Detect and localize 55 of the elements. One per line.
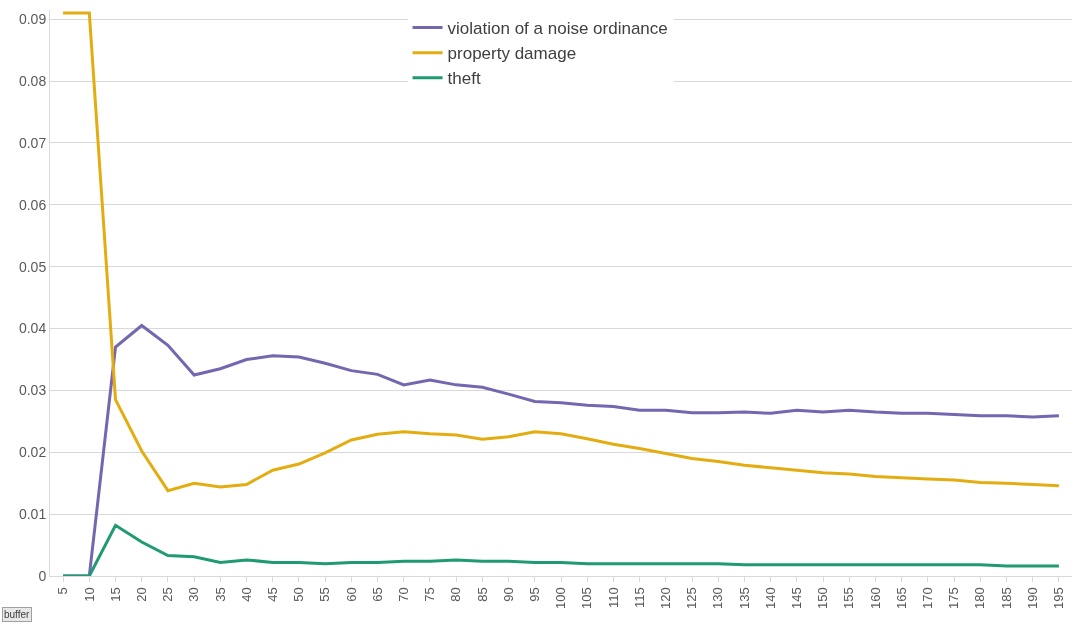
x-tick-label: 175	[946, 587, 962, 609]
x-tick-label: 45	[264, 587, 280, 602]
x-tick-label: 30	[186, 587, 202, 602]
y-tick-label: 0.08	[18, 73, 47, 90]
x-tick-label: 110	[605, 587, 621, 608]
x-tick-label: 150	[815, 587, 831, 609]
y-tick-label: 0.01	[18, 506, 47, 523]
x-tick-label: 20	[133, 587, 149, 602]
x-tick-label: 155	[841, 587, 857, 609]
x-tick-label: 55	[317, 587, 333, 602]
legend-label: property damage	[447, 44, 577, 64]
x-tick-label: 165	[893, 587, 909, 609]
x-tick-label: 50	[291, 587, 307, 602]
x-tick-label: 65	[369, 587, 385, 602]
x-tick-label: 125	[684, 587, 700, 609]
x-tick-label: 5	[55, 587, 71, 595]
y-tick-label: 0.07	[18, 134, 47, 151]
y-tick-label: 0.05	[18, 258, 47, 275]
y-tick-label: 0.02	[18, 444, 47, 461]
x-tick-label: 60	[343, 587, 359, 602]
text: buffer	[4, 609, 31, 620]
x-tick-label: 120	[658, 587, 674, 609]
x-tick-label: 75	[422, 587, 438, 602]
line-series	[61, 523, 1061, 576]
x-tick-label: 95	[527, 587, 543, 602]
x-tick-label: 145	[789, 587, 805, 609]
x-tick-label: 25	[160, 587, 176, 602]
x-tick-label: 10	[81, 587, 97, 602]
x-tick-label: 80	[448, 587, 464, 602]
x-tick-label: 130	[710, 587, 726, 609]
x-tick-label: 190	[1024, 587, 1040, 609]
x-tick-label: 185	[998, 587, 1014, 609]
x-tick-label: 70	[395, 587, 411, 602]
x-tick-label: 105	[579, 587, 595, 609]
y-tick-label: 0	[38, 567, 47, 584]
y-tick-label: 0.03	[18, 382, 47, 399]
y-tick-label: 0.06	[18, 196, 47, 213]
legend-label: violation of a noise ordinance	[447, 19, 668, 39]
y-tick-label: 0.09	[18, 11, 47, 28]
x-tick-label: 115	[631, 587, 647, 608]
x-tick-label: 195	[1051, 587, 1067, 609]
x-tick-label: 180	[972, 587, 988, 609]
x-tick-label: 140	[762, 587, 778, 609]
x-tick-label: 35	[212, 587, 228, 602]
x-tick-label: 100	[553, 587, 569, 609]
line-series	[61, 11, 1061, 493]
x-tick-label: 40	[238, 587, 254, 602]
x-tick-label: 160	[867, 587, 883, 609]
x-tick-label: 170	[920, 587, 936, 609]
legend-label: theft	[447, 69, 481, 89]
x-tick-label: 15	[107, 587, 123, 602]
x-tick-label: 90	[500, 587, 516, 602]
x-tick-label: 135	[736, 587, 752, 609]
y-tick-label: 0.04	[18, 320, 47, 337]
x-tick-label: 85	[474, 587, 490, 602]
